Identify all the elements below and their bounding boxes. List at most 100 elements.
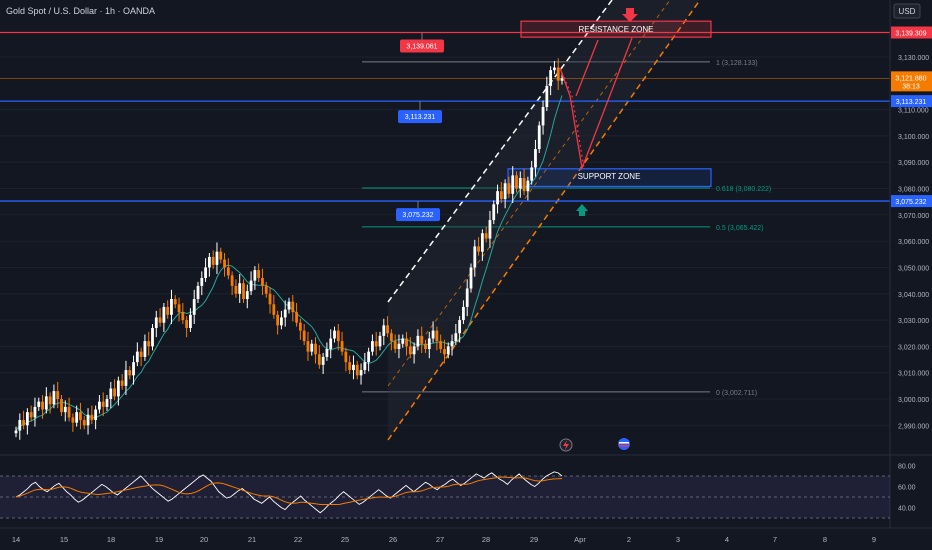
candle-body [439, 341, 443, 350]
up-arrow-icon [576, 204, 588, 216]
candle-body [553, 67, 556, 71]
candle-body [435, 330, 439, 342]
candle-body [378, 335, 382, 347]
candle-body [211, 256, 215, 265]
candle-body [215, 251, 219, 265]
candle-body [295, 312, 298, 323]
candle-body [488, 220, 492, 239]
candle-body [450, 341, 454, 347]
time-tick-label: 26 [389, 535, 397, 544]
candle-body [219, 251, 223, 260]
candle-body [518, 178, 522, 189]
candle-body [128, 370, 132, 376]
candle-body [310, 343, 314, 352]
candle-body [268, 293, 272, 305]
price-tick-label: 3,010.000 [898, 371, 929, 378]
level-label: 3,075.232 [402, 212, 433, 219]
time-tick-label: 27 [436, 535, 444, 544]
candle-body [325, 349, 329, 357]
candle-body [389, 333, 393, 342]
candle-body [116, 380, 120, 397]
candle-body [185, 320, 189, 328]
candle-body [302, 330, 306, 342]
time-tick-label: 3 [676, 535, 680, 544]
chart-title: Gold Spot / U.S. Dollar · 1h · OANDA [6, 6, 155, 16]
candle-body [105, 399, 109, 407]
candle-body [340, 341, 344, 352]
candle-body [154, 317, 158, 328]
price-axis[interactable]: 2,990.000 3,000.000 3,010.000 3,020.000 3,03… [889, 0, 932, 550]
candle-body [507, 183, 511, 194]
candle-body [537, 125, 541, 150]
candle-body [499, 191, 503, 200]
candle-body [223, 259, 226, 268]
time-axis[interactable]: 14 15 18 19 20 21 22 25 26 27 28 29 Apr 2 3 4 7 8 9 [0, 527, 932, 544]
last-price-tag [891, 71, 932, 92]
rsi-ma-line [15, 476, 563, 505]
currency-button[interactable] [893, 3, 921, 19]
flag-stripe [619, 445, 629, 447]
candle-body [14, 430, 18, 434]
candle-body [207, 256, 211, 268]
level-label-box [400, 39, 444, 53]
projection-path-2 [575, 39, 599, 97]
time-tick-label: 25 [341, 535, 349, 544]
candle-body [465, 288, 469, 307]
candle-body [496, 191, 499, 205]
candle-body [82, 420, 86, 426]
rsi-tick-label: 60.00 [898, 485, 916, 492]
candle-body [261, 277, 264, 286]
candle-body [283, 309, 287, 318]
candle-body [189, 314, 192, 328]
candle-body [515, 175, 518, 189]
candle-body [192, 299, 196, 315]
candle-body [427, 338, 431, 350]
candle-body [41, 401, 44, 410]
resistance-zone [520, 20, 712, 38]
candle-body [393, 341, 397, 350]
grid [0, 56, 890, 426]
time-tick-label: 9 [872, 535, 876, 544]
candle-body [33, 406, 37, 418]
time-tick-label: 28 [482, 535, 490, 544]
time-tick-label: 20 [200, 535, 208, 544]
support-zone-label: SUPPORT ZONE [578, 172, 641, 181]
candle-body [363, 362, 367, 371]
price-tick-label: 3,030.000 [898, 318, 929, 325]
projection-arrows [559, 8, 638, 216]
countdown-label: 38:13 [902, 83, 920, 90]
candle-body [344, 351, 348, 363]
candle-body [139, 351, 143, 357]
candle-body [94, 409, 98, 421]
candle-body [18, 420, 22, 431]
candle-body [359, 370, 363, 376]
candle-body [541, 106, 545, 126]
candle-body [98, 401, 101, 410]
event-icons[interactable] [559, 438, 630, 452]
price-tick-label: 3,070.000 [898, 213, 929, 220]
down-arrow-icon [622, 8, 638, 22]
candle-body [503, 183, 507, 200]
time-tick-label: 29 [530, 535, 538, 544]
candle-body [37, 401, 41, 407]
candle-body [462, 306, 465, 321]
candle-body [166, 306, 170, 315]
candle-body [298, 322, 302, 331]
candle-body [306, 341, 310, 352]
candles [14, 58, 564, 440]
candle-body [158, 317, 162, 323]
candle-body [113, 388, 116, 397]
last-price-label: 3,121.880 [895, 75, 926, 82]
level-axis-tag [891, 195, 932, 208]
candle-body [67, 406, 71, 418]
candle-body [549, 70, 553, 86]
candle-body [511, 175, 515, 194]
fib-level-label: 0.5 (3,065.422) [716, 225, 763, 232]
price-tick-label: 3,100.000 [898, 134, 929, 141]
currency-label: USD [899, 7, 916, 16]
candle-body [48, 396, 52, 405]
candle-body [272, 304, 276, 315]
price-axis-bg [890, 0, 932, 550]
candle-body [333, 330, 336, 339]
